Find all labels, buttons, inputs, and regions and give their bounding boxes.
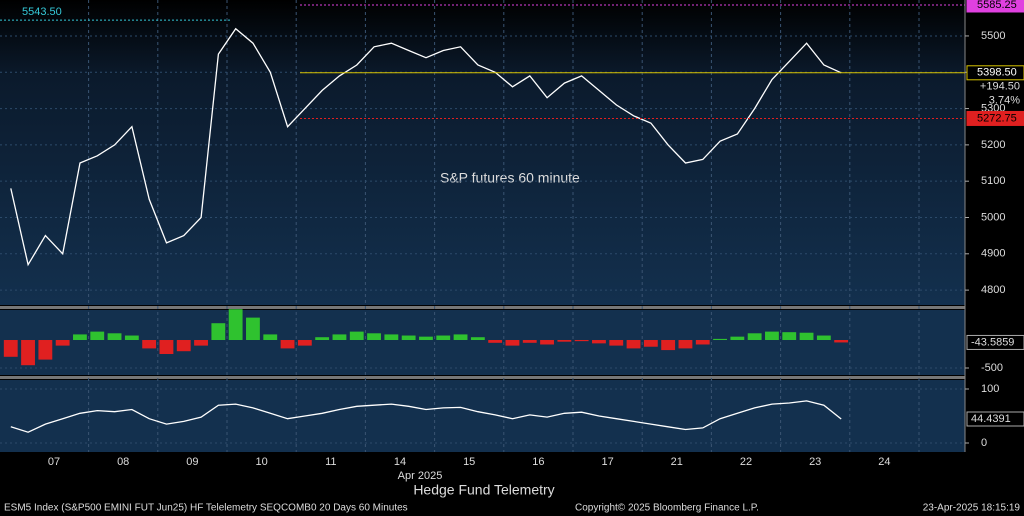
- bar: [419, 336, 433, 341]
- month-label: Apr 2025: [398, 470, 443, 482]
- bar: [540, 340, 554, 345]
- timestamp: 23-Apr-2025 18:15:19: [923, 503, 1021, 514]
- price-level-label: 5543.50: [22, 6, 62, 18]
- security: ESM5 Index (S&P500 EMINI FUT Jun25) HF T…: [4, 503, 408, 514]
- last-value-box: [966, 411, 1024, 427]
- x-tick-label: 08: [117, 456, 129, 468]
- y-tick-label: 0: [981, 437, 987, 449]
- x-tick-label: 24: [878, 456, 890, 468]
- bar: [609, 340, 624, 346]
- y-tick-label: -500: [981, 362, 1003, 374]
- price-level-label: 5585.25: [977, 0, 1017, 11]
- price-line: [10, 400, 842, 433]
- bar: [730, 336, 745, 341]
- bar: [765, 331, 779, 341]
- bar: [142, 340, 157, 349]
- y-tick-label: 5500: [981, 30, 1005, 42]
- x-tick-label: 11: [325, 456, 336, 468]
- change-label: 3.74%: [989, 95, 1020, 107]
- y-tick-label: 4900: [981, 248, 1005, 260]
- bar: [816, 335, 831, 341]
- bar: [592, 340, 606, 344]
- bar: [315, 337, 330, 341]
- bar: [55, 340, 70, 346]
- last-value-box: [966, 334, 1024, 350]
- bar: [661, 340, 676, 351]
- bar: [505, 340, 520, 346]
- change-label: +194.50: [980, 81, 1020, 93]
- bar: [3, 340, 18, 357]
- bar: [643, 340, 658, 347]
- bar: [194, 340, 208, 346]
- bar: [21, 340, 35, 366]
- last-value-label: 44.4391: [971, 413, 1011, 425]
- x-tick-label: 10: [255, 456, 267, 468]
- price-level-box: [966, 65, 1024, 81]
- bar: [263, 334, 278, 341]
- bar: [470, 337, 485, 341]
- bar: [90, 331, 105, 341]
- bar: [384, 334, 399, 341]
- bar: [453, 334, 468, 341]
- bar: [107, 333, 122, 341]
- x-tick-label: 15: [463, 456, 475, 468]
- bar: [557, 340, 572, 342]
- y-tick-label: 100: [981, 383, 999, 395]
- price-panel: [0, 0, 965, 305]
- bar: [522, 340, 537, 343]
- bar: [176, 340, 191, 352]
- price-level-label: 5398.50: [977, 67, 1017, 79]
- bar: [782, 332, 797, 341]
- y-tick-label: 5000: [981, 211, 1005, 223]
- copyright: Copyright© 2025 Bloomberg Finance L.P.: [575, 503, 759, 514]
- bar: [246, 317, 260, 341]
- price-level-label: 5272.75: [977, 112, 1017, 124]
- y-tick-label: 5100: [981, 175, 1005, 187]
- x-tick-label: 09: [186, 456, 198, 468]
- x-tick-label: 23: [809, 456, 821, 468]
- price-level-box: [966, 110, 1024, 126]
- x-tick-label: 16: [532, 456, 544, 468]
- last-value-label: -43.5859: [971, 336, 1014, 348]
- bar: [401, 335, 416, 341]
- bar: [38, 340, 53, 360]
- bar: [73, 334, 87, 341]
- x-tick-label: 22: [740, 456, 752, 468]
- bar: [124, 335, 139, 341]
- bar: [436, 335, 451, 341]
- x-tick-label: 07: [48, 456, 60, 468]
- bar: [211, 323, 226, 341]
- bar: [228, 309, 243, 341]
- y-tick-label: 4800: [981, 284, 1005, 296]
- oscillator-panel: [0, 380, 965, 452]
- bar: [367, 333, 381, 341]
- bar: [297, 340, 312, 346]
- x-tick-label: 14: [394, 456, 406, 468]
- bar: [713, 338, 727, 341]
- x-tick-label: 17: [601, 456, 613, 468]
- y-tick-label: 5200: [981, 139, 1005, 151]
- caption: Hedge Fund Telemetry: [413, 482, 554, 498]
- price-level-box: [966, 0, 1024, 13]
- bar: [488, 340, 503, 343]
- price-line: [10, 27, 842, 267]
- bar: [799, 332, 814, 341]
- x-tick-label: 21: [671, 456, 683, 468]
- bar: [349, 331, 364, 341]
- chart-title: S&P futures 60 minute: [440, 170, 580, 186]
- bar: [280, 340, 295, 349]
- bar: [695, 340, 710, 345]
- bar: [747, 333, 762, 341]
- bar: [332, 334, 347, 341]
- bar: [159, 340, 174, 355]
- bar: [678, 340, 693, 349]
- bar: [626, 340, 641, 349]
- bar: [574, 340, 589, 342]
- bar: [834, 340, 849, 343]
